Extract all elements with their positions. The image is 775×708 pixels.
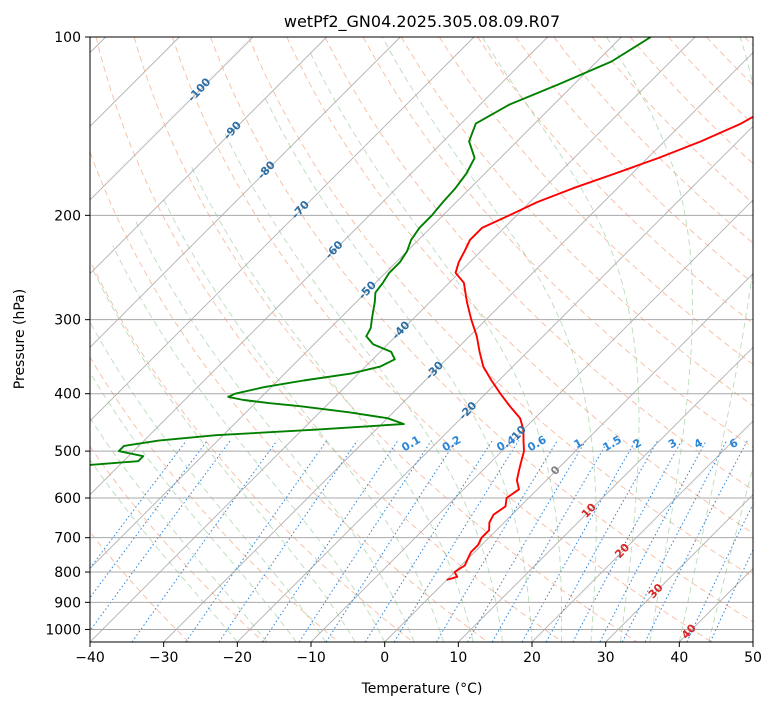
dry-adiabat <box>90 259 414 642</box>
moist-adiabat <box>90 321 327 642</box>
dry-adiabat <box>90 445 264 642</box>
profiles <box>90 37 753 581</box>
moist-adiabat <box>606 37 693 642</box>
isotherm-line <box>90 37 548 496</box>
isotherm-line <box>90 37 327 275</box>
isotherm-line <box>752 641 753 642</box>
isotherm-line <box>90 37 401 348</box>
y-tick-label: 1000 <box>45 622 81 638</box>
y-tick-label: 100 <box>54 30 81 46</box>
y-tick-label: 900 <box>54 595 81 611</box>
mixing-ratio-line <box>325 440 457 642</box>
y-tick-label: 600 <box>54 491 81 507</box>
x-axis: −40 −30 −20 −10 0 10 20 30 40 50 <box>75 642 762 666</box>
mixing-ratio-line <box>572 440 683 642</box>
y-tick-label: 300 <box>54 313 81 329</box>
x-tick-label: 30 <box>597 650 615 666</box>
moist-adiabat <box>678 37 753 642</box>
moist-adiabat <box>112 245 386 642</box>
mixing-ratio-line <box>644 440 748 642</box>
moist-adiabat <box>135 221 415 642</box>
isotherm-line <box>90 37 254 201</box>
mixing-ratio-line <box>435 440 558 642</box>
mixing-ratio-line <box>262 440 399 642</box>
plot-background <box>90 37 753 642</box>
temperature-profile <box>446 115 753 581</box>
mixing-ratio-line <box>298 440 432 642</box>
moist-adiabat <box>161 195 445 642</box>
x-tick-label: 10 <box>449 650 467 666</box>
isotherm-line <box>605 494 753 642</box>
dry-adiabat <box>133 37 638 642</box>
isotherm-line <box>163 52 753 642</box>
mixing-ratio-line <box>90 440 208 599</box>
isotherm-line <box>90 37 696 642</box>
x-tick-label: −10 <box>296 650 326 666</box>
y-tick-label: 700 <box>54 531 81 547</box>
moist-adiabat <box>708 465 753 642</box>
mixing-ratio-label: 8 <box>755 436 768 451</box>
isotherm-line <box>531 420 753 642</box>
moist-adiabat <box>263 94 533 642</box>
y-tick-label: 500 <box>54 444 81 460</box>
x-tick-label: −30 <box>149 650 179 666</box>
mixing-ratio-line <box>393 440 520 642</box>
mixing-ratio-line <box>467 440 587 642</box>
mixing-ratio-line <box>491 440 609 642</box>
isotherm-line <box>384 273 753 642</box>
moist-adiabat <box>90 371 297 642</box>
dry-adiabat <box>171 37 712 642</box>
isotherm-line <box>458 346 753 642</box>
dewpoint-profile <box>90 37 652 466</box>
moist-adiabat <box>382 37 597 642</box>
dry-adiabat <box>400 37 753 407</box>
dry-adiabat <box>439 37 753 365</box>
dry-adiabat <box>362 37 753 449</box>
chart-title: wetPf2_GN04.2025.305.08.09.R07 <box>284 12 560 32</box>
x-tick-label: −40 <box>75 650 105 666</box>
moist-adiabat <box>90 459 238 642</box>
x-tick-label: −20 <box>223 650 253 666</box>
y-axis: 100 200 300 400 500 600 700 800 900 1000 <box>45 30 90 638</box>
isotherm-line <box>90 37 475 422</box>
moist-adiabat <box>90 417 268 642</box>
mixing-ratio-line <box>521 440 637 642</box>
y-axis-title: Pressure (hPa) <box>12 289 28 389</box>
moist-adiabat <box>190 165 474 642</box>
dry-adiabat <box>286 37 753 534</box>
mixing-ratio-line <box>90 440 231 632</box>
mixing-ratio-line <box>545 440 659 642</box>
dry-adiabat <box>324 37 753 491</box>
x-tick-label: 40 <box>670 650 688 666</box>
dry-adiabat <box>591 37 753 204</box>
moist-adiabat <box>308 49 563 642</box>
mixing-ratio-line <box>185 440 328 642</box>
y-tick-label: 200 <box>54 208 81 224</box>
dry-adiabat <box>248 37 753 578</box>
x-axis-title: Temperature (°C) <box>361 681 483 697</box>
mixing-ratio-line <box>131 440 278 642</box>
moist-adiabat <box>481 37 640 642</box>
y-tick-label: 800 <box>54 565 81 581</box>
pressure-grid <box>90 37 753 630</box>
isotherm-line <box>90 37 622 569</box>
dry-adiabat <box>210 37 753 623</box>
x-tick-label: 0 <box>380 650 389 666</box>
mixing-ratio-line <box>364 440 493 642</box>
x-tick-label: 50 <box>744 650 762 666</box>
x-tick-label: 20 <box>523 650 541 666</box>
moist-adiabat <box>91 267 356 642</box>
dry-adiabat <box>553 37 753 244</box>
dry-adiabat <box>95 37 563 642</box>
isotherm-line <box>237 125 753 642</box>
plot-frame <box>89 36 754 643</box>
y-tick-label: 400 <box>54 387 81 403</box>
dry-adiabat <box>90 356 339 642</box>
